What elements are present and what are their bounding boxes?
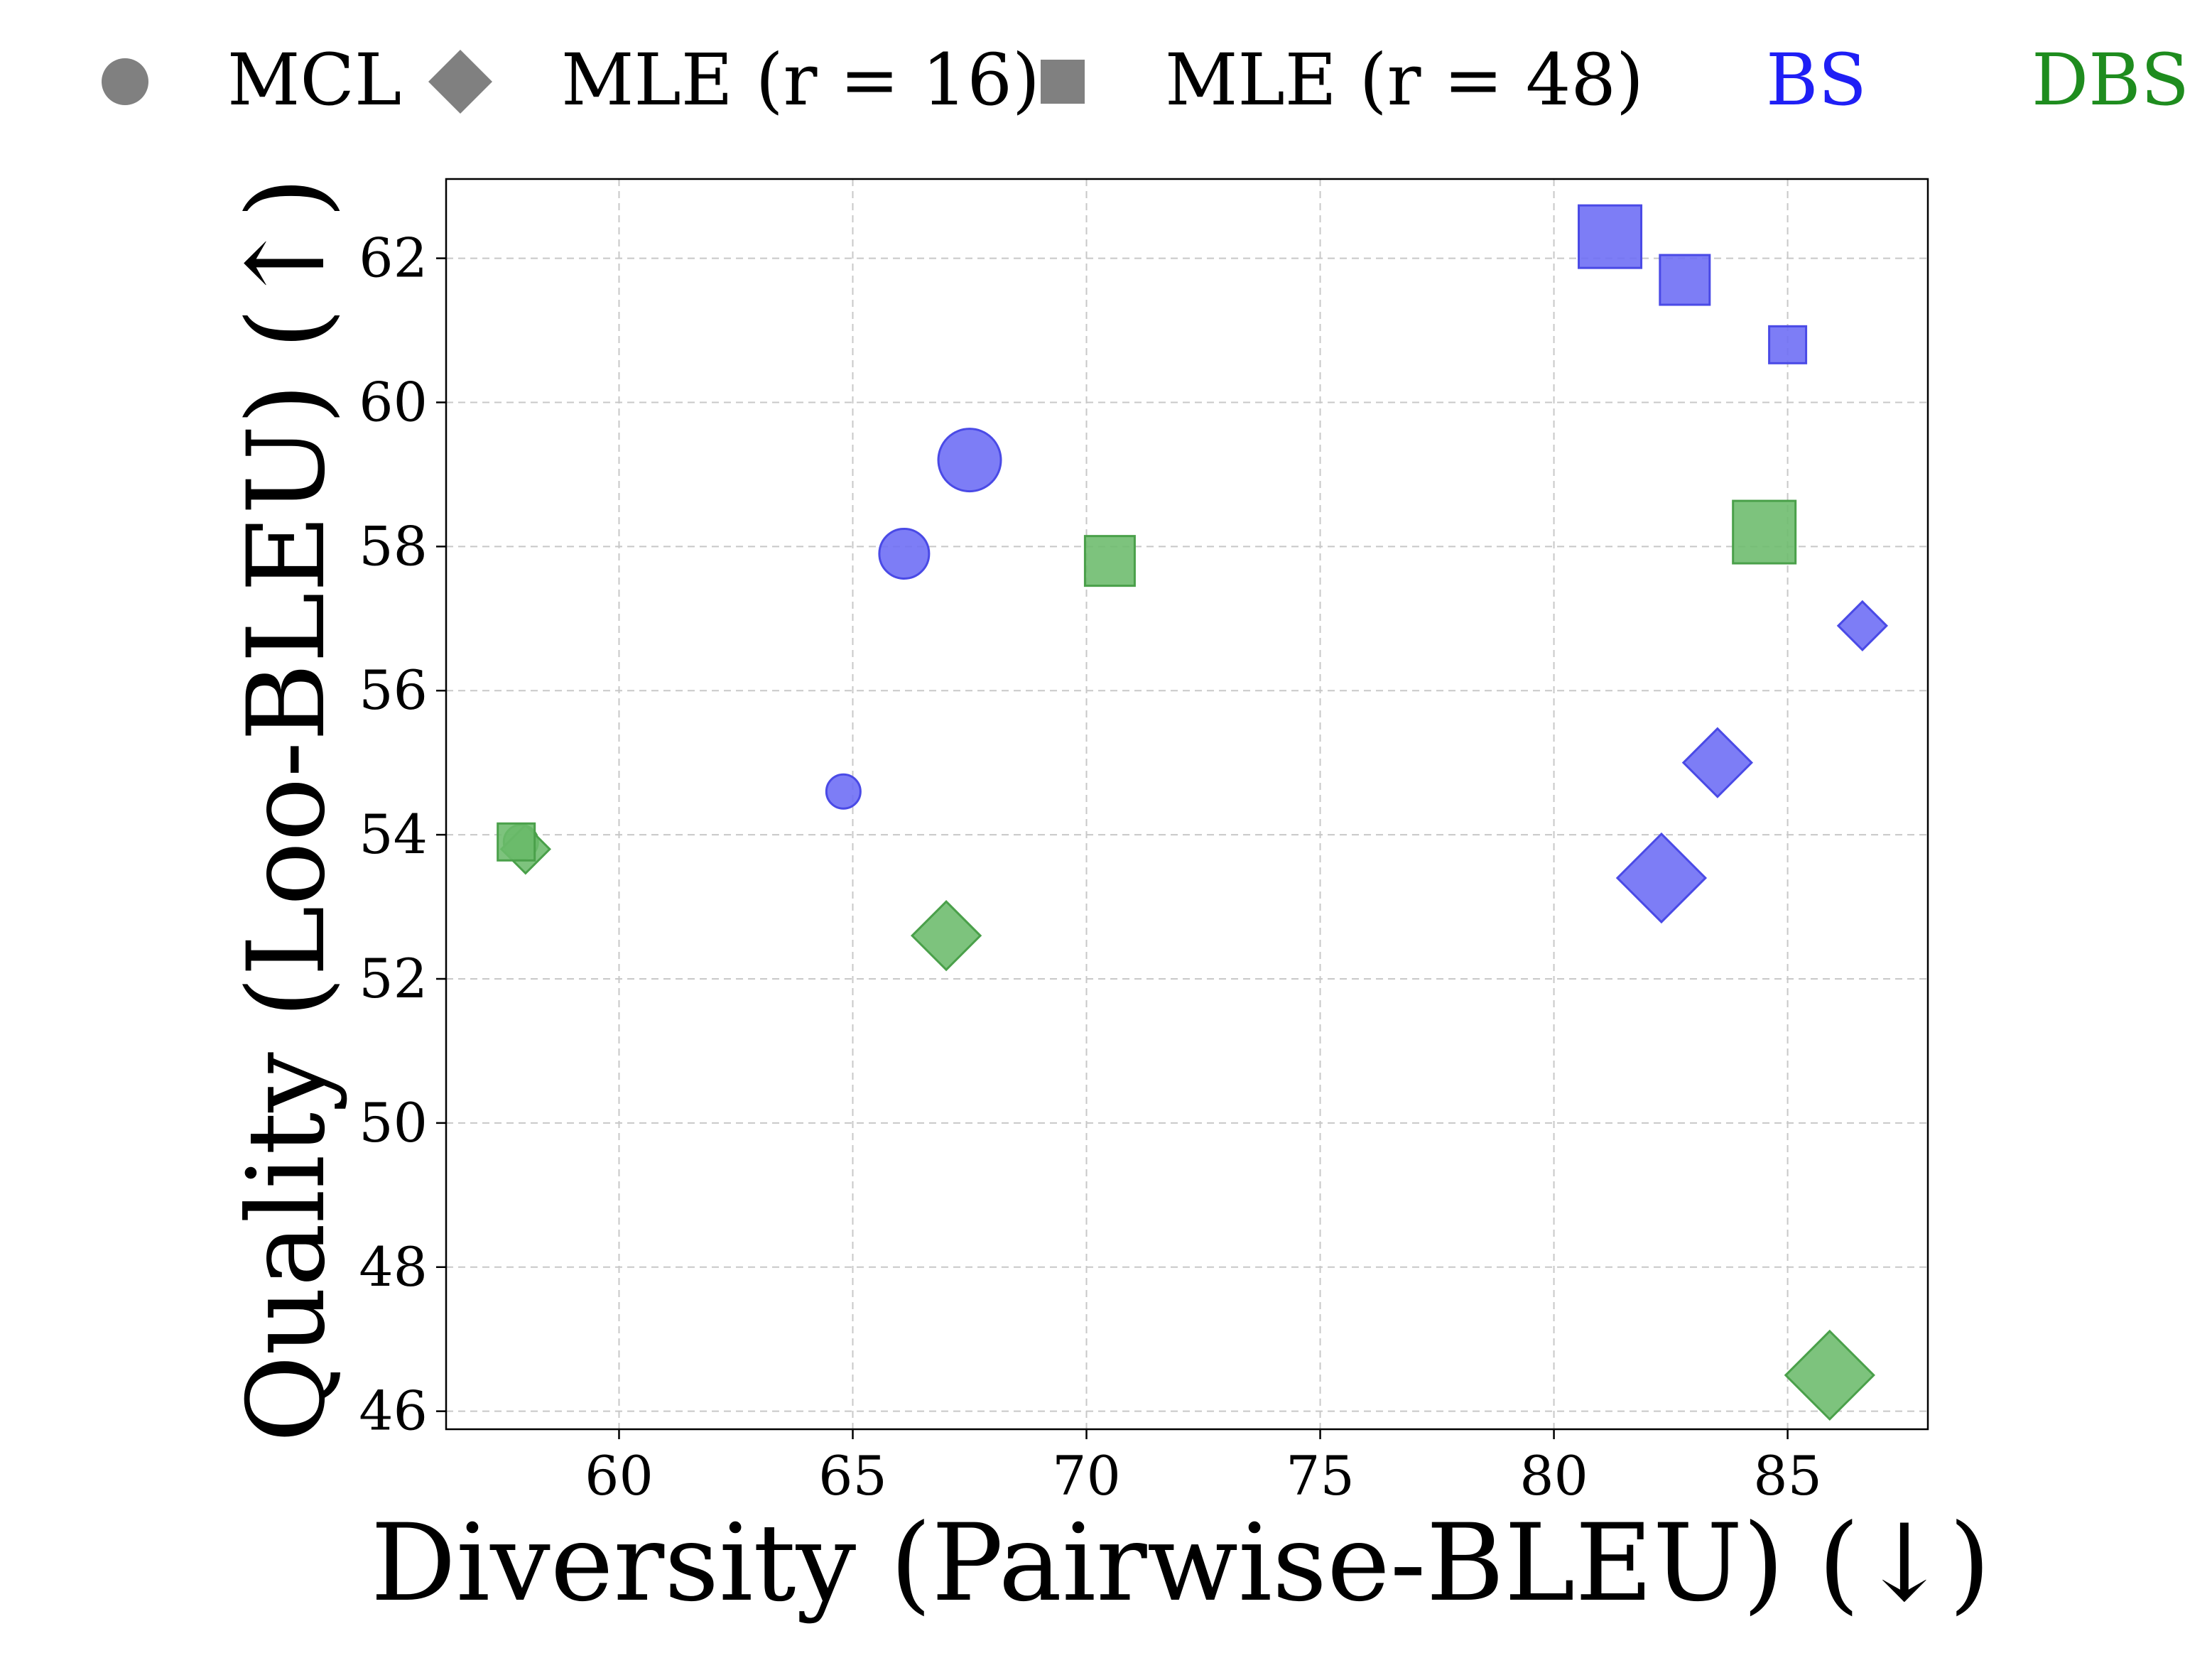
point-bs-circle [937,428,1002,493]
y-tick-label: 62 [359,227,428,290]
point-bs-diamond [1836,600,1888,652]
y-tick-label: 56 [359,659,428,722]
legend-color-label: BS [1766,38,1867,121]
legend-circle-icon [102,58,148,105]
x-axis-label: Diversity (Pairwise-BLEU) (↓) [371,1502,1990,1625]
legend-label: MCL [227,38,401,121]
x-tick-label: 75 [1286,1444,1355,1507]
point-bs-diamond [1681,727,1754,798]
y-tick-label: 48 [359,1235,428,1299]
legend-label: MLE (r = 16) [561,38,1040,121]
y-tick-label: 58 [359,514,428,578]
legend: MCL MLE (r = 16) MLE (r = 48) BS DBS [102,38,2189,121]
legend-color-label: DBS [2032,38,2189,121]
x-tick-label: 80 [1519,1444,1588,1507]
x-tick-label: 60 [585,1444,654,1507]
axis-ticks: 60 65 70 75 80 85 46 48 50 52 54 56 58 60 62 [359,227,1822,1507]
point-bs-square [1659,254,1711,306]
point-bs-square [1578,204,1643,269]
point-dbs-diamond [1784,1329,1875,1421]
x-tick-label: 70 [1052,1444,1121,1507]
y-tick-label: 52 [359,947,428,1010]
data-points [497,204,1888,1421]
point-bs-square [1768,325,1808,364]
legend-square-icon [1041,60,1085,104]
x-tick-label: 85 [1753,1444,1822,1507]
legend-label: MLE (r = 48) [1165,38,1644,121]
x-tick-label: 65 [818,1444,887,1507]
y-tick-label: 46 [359,1380,428,1443]
legend-diamond-icon [428,50,492,114]
y-tick-label: 50 [359,1091,428,1154]
plot-area-frame [445,178,1929,1431]
point-dbs-square [1732,499,1797,565]
y-tick-label: 60 [359,370,428,433]
point-dbs-square [1083,535,1136,587]
point-bs-circle [878,527,931,580]
point-bs-circle [825,773,862,810]
y-tick-label: 54 [359,803,428,866]
point-dbs-diamond [910,900,982,972]
point-dbs-square [497,822,536,862]
point-bs-diamond [1615,832,1708,924]
y-axis-label: Quality (Loo-BLEU) (↑) [225,177,349,1443]
grid-lines [446,179,1928,1429]
